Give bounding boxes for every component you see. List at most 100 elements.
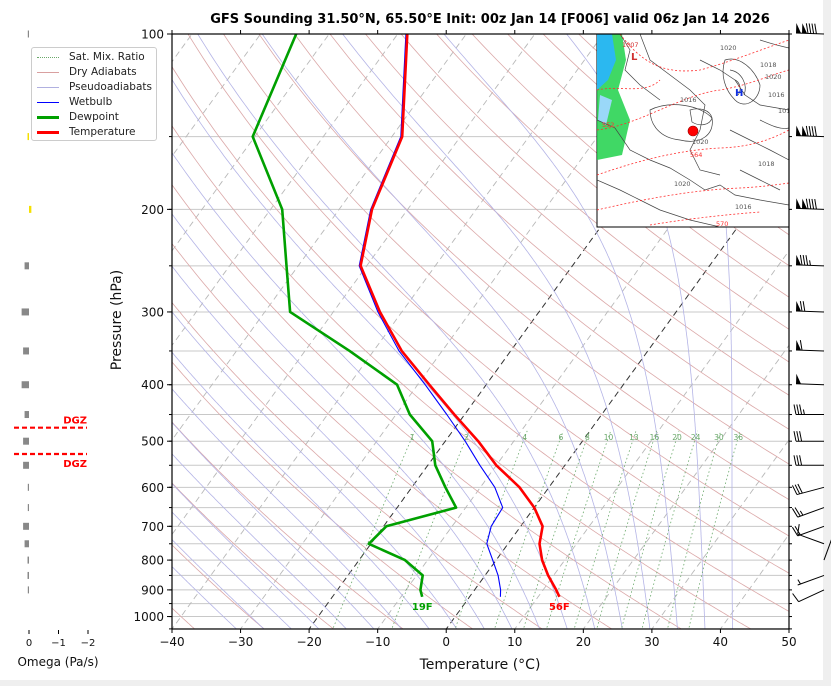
barb-shaft — [823, 539, 831, 561]
barb-full — [793, 404, 797, 415]
pseudoadiabat — [261, 34, 623, 629]
isotherm — [172, 34, 536, 536]
mixing-ratio-line — [391, 430, 470, 629]
isotherm — [788, 628, 789, 629]
dry-adiabat — [258, 34, 789, 501]
wind-barb — [823, 539, 831, 561]
map-label: 1016 — [680, 96, 697, 104]
barb-flag — [796, 300, 802, 312]
pseudoadiabat — [172, 539, 265, 629]
x-tick-label: −30 — [228, 635, 253, 649]
x-tick-label: 30 — [644, 635, 659, 649]
legend-label: Sat. Mix. Ratio — [69, 51, 145, 63]
barb-shaft — [797, 525, 825, 537]
y-tick-label: 300 — [141, 305, 164, 319]
pseudoadiabat — [172, 351, 430, 629]
barb-shaft — [795, 349, 825, 352]
isotherm — [719, 533, 789, 629]
barb-full — [791, 526, 799, 537]
legend-label: Temperature — [69, 126, 136, 138]
barb-full — [814, 23, 817, 34]
pseudoadiabat — [172, 566, 238, 629]
mixing-ratio-line — [667, 430, 722, 629]
mixing-ratio-label: 8 — [585, 433, 590, 442]
barb-full — [793, 431, 797, 442]
x-tick-label: 10 — [507, 635, 522, 649]
isotherm — [172, 34, 467, 441]
mixing-ratio-label: 30 — [714, 433, 724, 442]
barb-flag — [802, 23, 808, 34]
wind-barb — [797, 524, 825, 545]
barb-half — [797, 579, 801, 585]
dry-adiabat — [172, 421, 404, 629]
x-tick-label: 20 — [576, 635, 591, 649]
omega-panel: 0 −1 −2 Omega (Pa/s) DGZ DGZ — [14, 30, 99, 669]
dry-adiabat — [172, 66, 789, 612]
isotherm — [172, 34, 604, 629]
isotherm — [651, 439, 789, 629]
barb-full — [802, 301, 806, 312]
legend-item-sat-mix-ratio: Sat. Mix. Ratio — [32, 50, 156, 65]
y-tick-label: 400 — [141, 378, 164, 392]
x-axis-label: Temperature (°C) — [419, 657, 541, 673]
map-high-label: H — [735, 88, 743, 99]
omega-bar — [21, 308, 29, 316]
wind-barb — [795, 254, 825, 267]
barb-full — [794, 525, 801, 536]
barb-full — [805, 23, 809, 34]
dry-adiabat — [172, 482, 335, 629]
y-tick-label: 800 — [141, 554, 164, 568]
map-borders — [597, 34, 789, 227]
barb-full — [808, 23, 812, 34]
omega-bar — [23, 437, 29, 445]
y-tick-label: 1000 — [133, 610, 164, 624]
y-tick-label: 500 — [141, 435, 164, 449]
mixing-ratio-labels: 1 2 4 6 8 10 13 16 20 24 30 36 — [410, 433, 744, 442]
y-axis-label: Pressure (hPa) — [109, 270, 125, 370]
dewpoint-line — [251, 34, 458, 598]
map-label: 1018 — [758, 160, 775, 168]
dry-adiabat — [471, 34, 789, 298]
wind-barb — [791, 483, 825, 496]
legend: Sat. Mix. Ratio Dry Adiabats Pseudoadiab… — [31, 47, 157, 141]
omega-bar — [23, 347, 29, 355]
mixing-ratio-line — [596, 430, 657, 629]
y-tick-label: 200 — [141, 203, 164, 217]
omega-tick-label: −1 — [51, 638, 66, 649]
y-tick-label: 900 — [141, 583, 164, 597]
barb-full — [799, 301, 803, 312]
x-tick-label: −10 — [365, 635, 390, 649]
barb-full — [794, 484, 801, 495]
barb-flag — [796, 373, 802, 384]
omega-bar — [29, 205, 32, 213]
legend-item-temperature: Temperature — [32, 125, 156, 140]
pseudoadiabat — [172, 483, 320, 629]
omega-bar — [24, 262, 29, 270]
omega-bar — [23, 461, 29, 469]
barb-full — [797, 483, 803, 494]
x-tick-label: 40 — [713, 635, 728, 649]
wind-barb — [792, 589, 825, 603]
barb-flag — [802, 125, 808, 136]
dry-adiabat — [172, 242, 613, 629]
map-label: 1014 — [778, 107, 795, 115]
map-label: 564 — [690, 151, 702, 159]
dry-adiabat — [294, 34, 789, 465]
dgz-label: DGZ — [63, 459, 87, 470]
omega-axis-label: Omega (Pa/s) — [17, 655, 98, 669]
barb-shaft — [795, 310, 825, 313]
pseudoadiabat — [172, 388, 402, 629]
map-label: 552 — [602, 121, 614, 129]
barb-half — [802, 409, 805, 415]
wind-barbs — [791, 23, 831, 603]
mixing-ratio-line — [545, 430, 612, 629]
legend-item-dewpoint: Dewpoint — [32, 110, 156, 125]
barb-full — [814, 198, 817, 210]
map-label: 1020 — [720, 44, 737, 52]
legend-label: Dewpoint — [69, 111, 119, 123]
barb-full — [799, 254, 803, 266]
mixing-ratio-label: 13 — [629, 433, 639, 442]
legend-label: Dry Adiabats — [69, 66, 137, 78]
mixing-ratio-line — [522, 430, 590, 629]
